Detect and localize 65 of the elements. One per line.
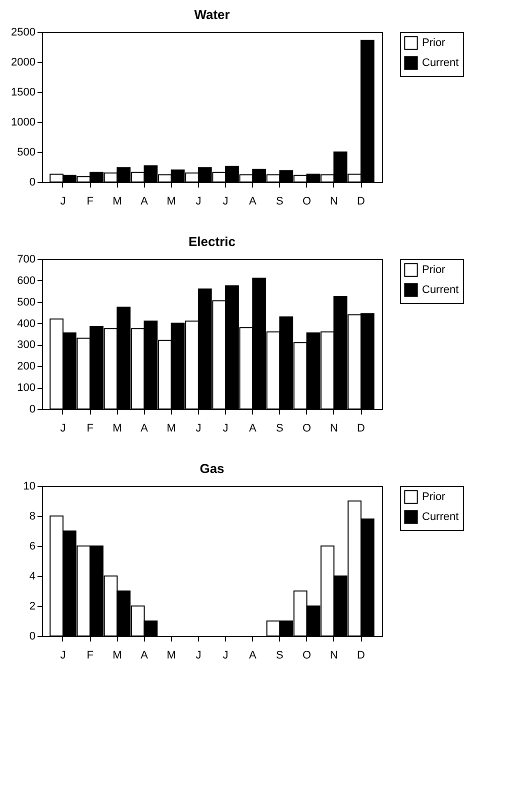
x-tick-label: F [86, 196, 94, 208]
x-tick-label: J [60, 650, 66, 662]
y-tick-label: 2 [29, 600, 36, 612]
y-tick-label: 8 [29, 510, 36, 522]
x-tick-label: J [196, 422, 202, 434]
x-tick-label: M [166, 650, 176, 662]
x-tick-label: J [60, 196, 66, 208]
x-tick-label: M [166, 196, 176, 208]
x-tick-label: M [112, 650, 122, 662]
legend-label: Prior [422, 37, 446, 49]
x-tick-label: N [330, 650, 338, 662]
x-tick-label: A [140, 650, 149, 662]
x-tick-label: M [166, 422, 176, 434]
legend-label: Current [422, 57, 459, 69]
y-tick-label: 0 [29, 176, 36, 188]
x-tick-label: J [196, 196, 202, 208]
x-tick-label: F [86, 422, 94, 434]
x-tick-label: D [357, 650, 366, 662]
x-tick-label: S [276, 196, 284, 208]
legend-label: Current [422, 511, 459, 523]
y-tick-label: 300 [17, 339, 36, 352]
x-tick-label: M [112, 196, 122, 208]
y-tick-label: 1500 [11, 86, 36, 98]
y-tick-label: 2500 [11, 26, 36, 38]
x-tick-label: O [302, 650, 312, 662]
x-tick-label: J [196, 650, 202, 662]
x-tick-label: J [60, 422, 66, 434]
x-tick-label: A [140, 196, 149, 208]
legend-label: Prior [422, 491, 446, 503]
y-tick-label: 600 [17, 274, 36, 287]
x-tick-label: J [222, 650, 228, 662]
x-tick-label: A [248, 422, 257, 434]
x-tick-label: M [112, 422, 122, 434]
y-tick-label: 6 [29, 540, 36, 552]
y-tick-label: 700 [17, 254, 36, 266]
x-tick-label: O [302, 196, 312, 208]
legend-label: Current [422, 284, 459, 296]
x-tick-label: N [330, 196, 338, 208]
x-tick-label: J [222, 196, 228, 208]
x-tick-label: J [222, 422, 228, 434]
y-tick-label: 0 [29, 404, 36, 416]
y-tick-label: 100 [17, 382, 36, 394]
x-tick-label: D [357, 196, 366, 208]
y-tick-label: 500 [17, 296, 36, 308]
y-tick-label: 10 [23, 480, 36, 492]
x-tick-label: O [302, 422, 312, 434]
x-tick-label: A [248, 650, 257, 662]
y-tick-label: 1000 [11, 116, 36, 128]
x-tick-label: F [86, 650, 94, 662]
x-tick-label: A [140, 422, 149, 434]
y-tick-label: 0 [29, 630, 36, 642]
chart-title: Water [194, 7, 230, 22]
y-tick-label: 4 [29, 570, 36, 582]
x-tick-label: S [276, 650, 284, 662]
y-tick-label: 500 [17, 146, 36, 158]
chart-title: Gas [200, 461, 224, 476]
legend-label: Prior [422, 264, 446, 276]
y-tick-label: 400 [17, 318, 36, 330]
y-tick-label: 200 [17, 360, 36, 373]
y-tick-label: 2000 [11, 56, 36, 68]
x-tick-label: S [276, 422, 284, 434]
x-tick-label: N [330, 422, 338, 434]
x-tick-label: A [248, 196, 257, 208]
chart-title: Electric [188, 234, 236, 249]
x-tick-label: D [357, 422, 366, 434]
